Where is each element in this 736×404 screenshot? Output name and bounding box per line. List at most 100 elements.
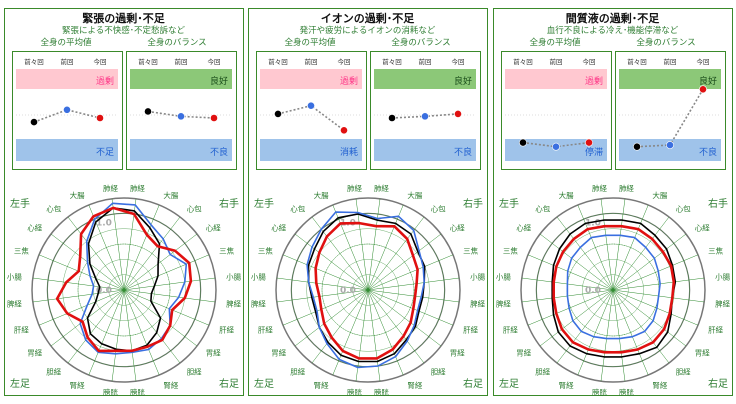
radar-spoke bbox=[367, 289, 425, 364]
radar-spoke bbox=[67, 289, 125, 364]
point-label: 前々回 bbox=[627, 57, 647, 66]
avg-point-2 bbox=[307, 101, 315, 110]
panel-subtitle: 発汗や疲労によるイオンの消耗など bbox=[300, 25, 436, 36]
axis-label: 小腸 bbox=[251, 273, 266, 282]
radar-spoke bbox=[123, 204, 160, 291]
axis-label: 三焦 bbox=[219, 246, 234, 256]
axis-label: 肺経 bbox=[592, 183, 607, 193]
axis-label: 胃経 bbox=[206, 348, 221, 358]
radar-spoke bbox=[123, 289, 210, 326]
radar-spoke bbox=[311, 289, 369, 364]
axis-label: 肺経 bbox=[619, 183, 634, 193]
balance-bottom-label: 不良 bbox=[454, 146, 472, 158]
balance-top-band bbox=[374, 69, 476, 89]
point-label: 前回 bbox=[175, 57, 188, 66]
radar-spoke bbox=[612, 289, 649, 376]
panel-title: イオンの過剰･不足 bbox=[321, 11, 415, 25]
balance-top-band bbox=[130, 69, 232, 89]
axis-label: 膀胱 bbox=[103, 387, 118, 397]
panel-1: 緊張の過剰･不足緊張による不快感･不定愁訴など全身の平均値 全身のバランス前々回前… bbox=[4, 8, 244, 397]
axis-label: 胆経 bbox=[676, 367, 691, 377]
corner-right-hand: 右手 bbox=[219, 197, 239, 210]
radar-spoke bbox=[600, 198, 614, 291]
tick-label: 0.0 bbox=[96, 286, 112, 296]
radar-spoke bbox=[367, 204, 404, 291]
axis-label: 肝経 bbox=[503, 324, 518, 334]
radar-spoke bbox=[539, 233, 614, 291]
point-label: 前々回 bbox=[382, 57, 402, 66]
axis-label: 心経 bbox=[27, 222, 42, 232]
radar-chart: 肺経大腸心包心経三焦小腸脾経肝経胃経胆経腎経膀胱膀胱腎経胆経胃経肝経脾経小腸三焦… bbox=[251, 183, 486, 397]
balance-top-label: 良好 bbox=[699, 75, 717, 87]
axis-label: 脾経 bbox=[470, 298, 485, 308]
axis-label: 小腸 bbox=[7, 273, 22, 282]
axis-label: 心包 bbox=[431, 203, 446, 213]
axis-label: 三焦 bbox=[463, 246, 478, 256]
avg-point-1 bbox=[30, 118, 38, 126]
axis-label: 肝経 bbox=[463, 324, 478, 334]
tick-label: 1.0 bbox=[585, 218, 601, 228]
axis-label: 胃経 bbox=[695, 348, 710, 358]
point-label: 前回 bbox=[61, 57, 74, 66]
radar-minor-ring bbox=[108, 274, 140, 306]
radar-spoke bbox=[539, 289, 614, 347]
panel-frame bbox=[248, 8, 488, 396]
point-label: 前々回 bbox=[24, 57, 44, 66]
axis-label: 三焦 bbox=[503, 246, 518, 256]
axis-label: 腎経 bbox=[163, 380, 178, 390]
axis-label: 小腸 bbox=[715, 273, 730, 282]
point-label: 前々回 bbox=[138, 57, 158, 66]
axis-label: 肺経 bbox=[374, 183, 389, 193]
balance-point-1 bbox=[144, 107, 152, 116]
radar-chart: 肺経大腸心包心経三焦小腸脾経肝経胃経胆経腎経膀胱膀胱腎経胆経胃経肝経脾経小腸三焦… bbox=[496, 183, 731, 397]
axis-label: 腎経 bbox=[559, 380, 574, 390]
axis-label: 胃経 bbox=[450, 348, 465, 358]
radar-minor-ring bbox=[352, 274, 384, 306]
radar-spoke bbox=[612, 289, 670, 364]
radar-spoke bbox=[612, 277, 705, 291]
radar-spoke bbox=[367, 233, 442, 291]
radar-spoke bbox=[332, 204, 369, 291]
avg-top-label: 過剰 bbox=[340, 75, 358, 87]
avg-point-2 bbox=[552, 142, 560, 151]
radar-spoke bbox=[294, 289, 369, 347]
axis-label: 胃経 bbox=[516, 348, 531, 358]
radar-spoke bbox=[276, 289, 369, 303]
balance-point-2 bbox=[421, 112, 429, 121]
radar-spoke bbox=[367, 216, 425, 291]
series-line-1 bbox=[86, 207, 162, 352]
axis-label: 胆経 bbox=[187, 367, 202, 377]
axis-label: 肝経 bbox=[219, 324, 234, 334]
radar-minor-ring bbox=[536, 213, 690, 367]
avg-top-band bbox=[16, 69, 118, 89]
avg-label: 全身の平均値 bbox=[284, 37, 336, 48]
axis-label: 大腸 bbox=[652, 190, 667, 200]
series-line-3 bbox=[552, 224, 676, 354]
axis-label: 肺経 bbox=[130, 183, 145, 193]
avg-point-1 bbox=[519, 138, 527, 147]
axis-label: 心経 bbox=[271, 222, 286, 232]
corner-left-hand: 左手 bbox=[499, 197, 519, 210]
axis-label: 心包 bbox=[46, 203, 61, 213]
radar-spoke bbox=[38, 254, 125, 291]
point-label: 前々回 bbox=[268, 57, 288, 66]
radar-spoke bbox=[612, 289, 626, 382]
radar-spoke bbox=[282, 289, 369, 326]
axis-label: 脾経 bbox=[496, 298, 511, 308]
radar-spoke bbox=[612, 198, 626, 291]
avg-point-3 bbox=[585, 138, 593, 147]
balance-bottom-label: 不良 bbox=[210, 146, 228, 158]
series-line-3 bbox=[55, 206, 193, 353]
radar-spoke bbox=[367, 289, 404, 376]
corner-left-foot: 左足 bbox=[499, 377, 519, 390]
axis-label: 膀胱 bbox=[592, 387, 607, 397]
radar-spoke bbox=[612, 204, 649, 291]
radar-minor-ring bbox=[582, 259, 644, 321]
balance-point-2 bbox=[177, 112, 185, 121]
axis-label: 心包 bbox=[187, 203, 202, 213]
panel-frame bbox=[493, 8, 733, 396]
avg-bottom-band bbox=[260, 139, 362, 161]
